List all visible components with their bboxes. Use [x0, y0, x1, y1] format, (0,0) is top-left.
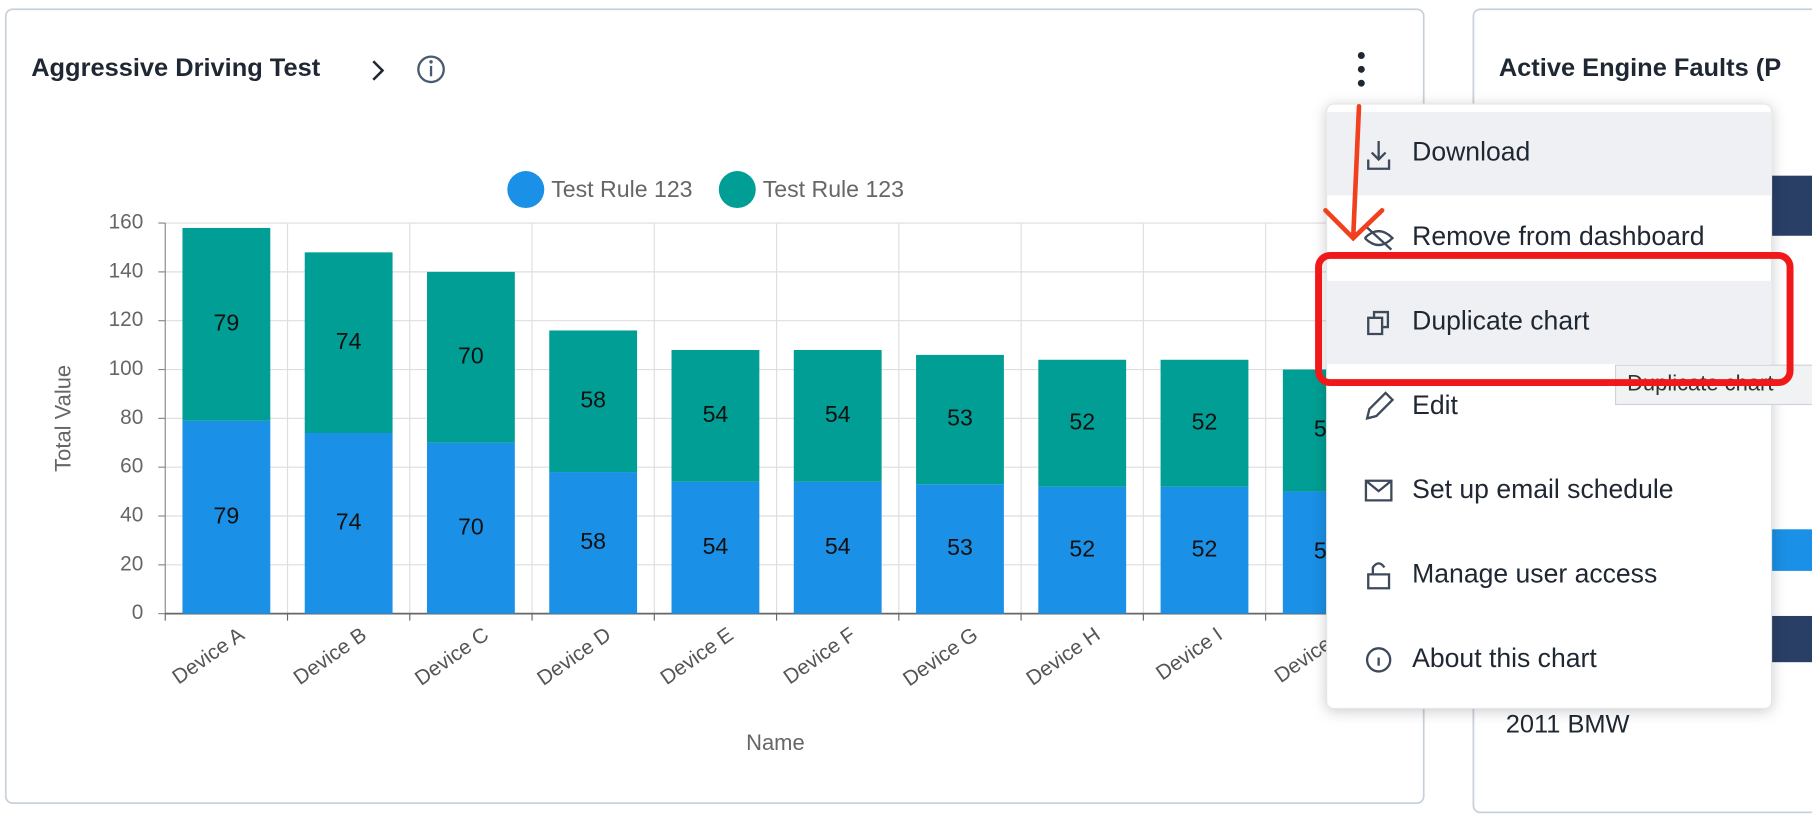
- menu-hover: [1326, 280, 1772, 365]
- legend-label: Test Rule 123: [551, 176, 692, 202]
- hide-icon: [1363, 225, 1395, 251]
- data-label: 52: [1192, 408, 1218, 434]
- menu-item[interactable]: Manage user access: [1412, 559, 1657, 589]
- y-tick-label: 160: [109, 211, 144, 234]
- data-label: 70: [458, 513, 484, 539]
- about-icon: [1365, 647, 1392, 673]
- highlight-box: [1315, 251, 1794, 386]
- data-label: 52: [1069, 408, 1095, 434]
- download-icon: [1367, 141, 1391, 170]
- legend-label: Test Rule 123: [763, 176, 904, 202]
- bar-segment: [182, 420, 271, 614]
- data-label: 79: [214, 309, 240, 335]
- bar-segment: [1160, 486, 1249, 614]
- y-tick-label: 100: [109, 357, 144, 380]
- bar-segment: [916, 484, 1004, 614]
- bar-segment: [549, 330, 638, 473]
- dropdown-menu: Download Remove from dashboard Duplicate…: [1326, 103, 1773, 709]
- chevron-icon[interactable]: [372, 60, 385, 81]
- menu-item[interactable]: Edit: [1412, 390, 1458, 420]
- bar-segment: [304, 252, 393, 434]
- legend-swatch: [507, 171, 545, 209]
- data-label: 79: [214, 502, 240, 528]
- menu-item[interactable]: Set up email schedule: [1412, 474, 1673, 504]
- bar-segment: [182, 227, 271, 421]
- data-label: 58: [580, 386, 606, 412]
- y-tick-label: 80: [120, 406, 143, 429]
- data-label: 54: [703, 533, 729, 559]
- bar-segment: [549, 472, 638, 614]
- data-label: 54: [825, 533, 851, 559]
- data-label: 54: [825, 401, 851, 427]
- bar-segment: [426, 442, 515, 614]
- card-title[interactable]: Aggressive Driving Test: [31, 54, 321, 82]
- menu-item[interactable]: Download: [1412, 137, 1530, 167]
- data-label: 70: [458, 342, 484, 368]
- data-label: 53: [947, 405, 973, 431]
- data-label: 54: [703, 401, 729, 427]
- bar-segment: [426, 271, 515, 443]
- duplicate-icon: [1367, 310, 1390, 336]
- y-tick-label: 20: [120, 552, 143, 575]
- data-label: 53: [947, 534, 973, 560]
- menu-hover: [1326, 112, 1772, 196]
- bar-segment: [1038, 359, 1127, 487]
- bar-segment: [793, 481, 882, 614]
- mail-icon: [1364, 479, 1393, 502]
- side-button: [1768, 529, 1812, 571]
- y-tick-label: 40: [120, 504, 143, 527]
- data-label: 74: [336, 508, 362, 534]
- info-icon[interactable]: [417, 55, 445, 84]
- menu-item[interactable]: About this chart: [1412, 643, 1597, 673]
- lock-icon: [1367, 562, 1391, 590]
- side-header: [1768, 175, 1812, 236]
- y-tick-label: 140: [109, 259, 144, 282]
- legend-swatch: [718, 171, 756, 209]
- y-tick-label: 0: [132, 601, 144, 624]
- y-tick-label: 60: [120, 455, 143, 478]
- menu-item[interactable]: Remove from dashboard: [1412, 221, 1704, 251]
- side-text: 2011 BMW: [1506, 710, 1630, 738]
- bar-segment: [304, 433, 393, 614]
- y-axis-title: Total Value: [51, 365, 76, 472]
- bar-segment: [1160, 359, 1249, 487]
- bar-segment: [671, 350, 760, 482]
- bar-segment: [1038, 486, 1127, 614]
- y-tick-label: 120: [109, 308, 144, 331]
- x-axis-title: Name: [746, 730, 805, 755]
- bar-segment: [671, 481, 760, 614]
- side-card-title[interactable]: Active Engine Faults (P: [1499, 54, 1781, 82]
- data-label: 52: [1192, 535, 1218, 561]
- bar-segment: [793, 350, 882, 482]
- data-label: 52: [1069, 535, 1095, 561]
- bar-segment: [916, 354, 1004, 485]
- data-label: 74: [336, 328, 362, 354]
- edit-icon: [1365, 391, 1395, 420]
- side-bar: [1768, 615, 1812, 663]
- kebab-menu[interactable]: [1357, 52, 1365, 87]
- menu-item[interactable]: Duplicate chart: [1412, 305, 1590, 335]
- annotation-arrow: [1323, 104, 1385, 242]
- data-label: 58: [580, 528, 606, 554]
